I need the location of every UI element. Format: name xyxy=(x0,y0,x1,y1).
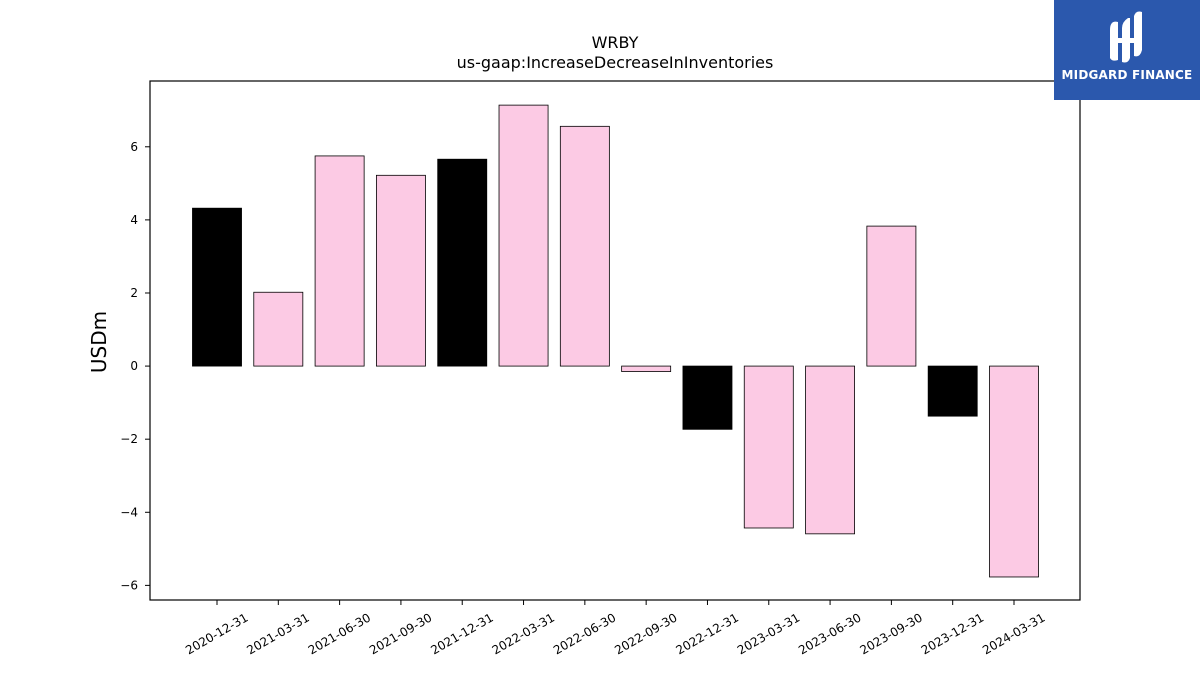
y-tick-label: 4 xyxy=(130,213,138,227)
logo-text: MIDGARD FINANCE xyxy=(1061,68,1193,82)
x-tick-label: 2020-12-31 xyxy=(183,610,250,657)
x-tick-label: 2023-09-30 xyxy=(857,610,924,657)
plot-frame xyxy=(149,80,1081,601)
x-tick-label: 2023-06-30 xyxy=(796,610,863,657)
chart-subtitle: us-gaap:IncreaseDecreaseInInventories xyxy=(457,53,774,72)
x-tick-label: 2022-06-30 xyxy=(551,610,618,657)
x-tick-label: 2022-09-30 xyxy=(612,610,679,657)
chart-title: WRBY xyxy=(592,33,639,52)
y-tick-label: −2 xyxy=(120,432,138,446)
x-tick-label: 2023-03-31 xyxy=(735,610,802,657)
bar-2022-12-31 xyxy=(682,365,733,430)
bar-2022-09-30 xyxy=(621,365,672,372)
x-tick-label: 2021-09-30 xyxy=(367,610,434,657)
bar-2020-12-31 xyxy=(192,207,242,367)
y-tick-label: 2 xyxy=(130,286,138,300)
bar-2022-03-31 xyxy=(498,104,549,367)
bar-2021-06-30 xyxy=(314,155,365,367)
y-tick-label: 6 xyxy=(130,140,138,154)
bar-2023-12-31 xyxy=(927,365,978,417)
bar-2023-03-31 xyxy=(743,365,794,529)
bars-group xyxy=(192,104,1039,578)
x-axis: 2020-12-312021-03-312021-06-302021-09-30… xyxy=(183,600,1048,657)
midgard-logo-icon xyxy=(1110,11,1142,63)
midgard-finance-logo: MIDGARD FINANCE xyxy=(1054,0,1200,100)
bar-2022-06-30 xyxy=(559,125,610,367)
y-tick-label: −4 xyxy=(120,505,138,519)
y-tick-label: −6 xyxy=(120,578,138,592)
y-axis: −6 −4 −2 0 2 4 6 xyxy=(120,140,150,592)
x-tick-label: 2023-12-31 xyxy=(919,610,986,657)
x-tick-label: 2021-06-30 xyxy=(306,610,373,657)
bar-2021-09-30 xyxy=(375,174,426,367)
x-tick-label: 2022-12-31 xyxy=(674,610,741,657)
x-tick-label: 2024-03-31 xyxy=(980,610,1047,657)
x-tick-label: 2021-12-31 xyxy=(428,610,495,657)
x-tick-label: 2022-03-31 xyxy=(490,610,557,657)
bar-2021-12-31 xyxy=(437,158,488,367)
bar-2023-09-30 xyxy=(866,225,917,367)
bar-2023-06-30 xyxy=(805,365,855,535)
y-tick-label: 0 xyxy=(130,359,138,373)
y-axis-label: USDm xyxy=(87,311,111,373)
bar-2024-03-31 xyxy=(989,365,1039,578)
x-tick-label: 2021-03-31 xyxy=(244,610,311,657)
bar-2021-03-31 xyxy=(253,291,304,367)
